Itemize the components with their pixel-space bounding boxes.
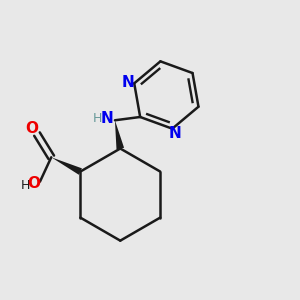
Text: O: O [26, 121, 39, 136]
Text: H: H [20, 179, 30, 192]
Polygon shape [51, 157, 82, 175]
Text: N: N [100, 111, 113, 126]
Polygon shape [115, 120, 124, 149]
Text: N: N [169, 126, 182, 141]
Text: H: H [93, 112, 102, 125]
Text: N: N [121, 75, 134, 90]
Text: O: O [27, 176, 40, 190]
